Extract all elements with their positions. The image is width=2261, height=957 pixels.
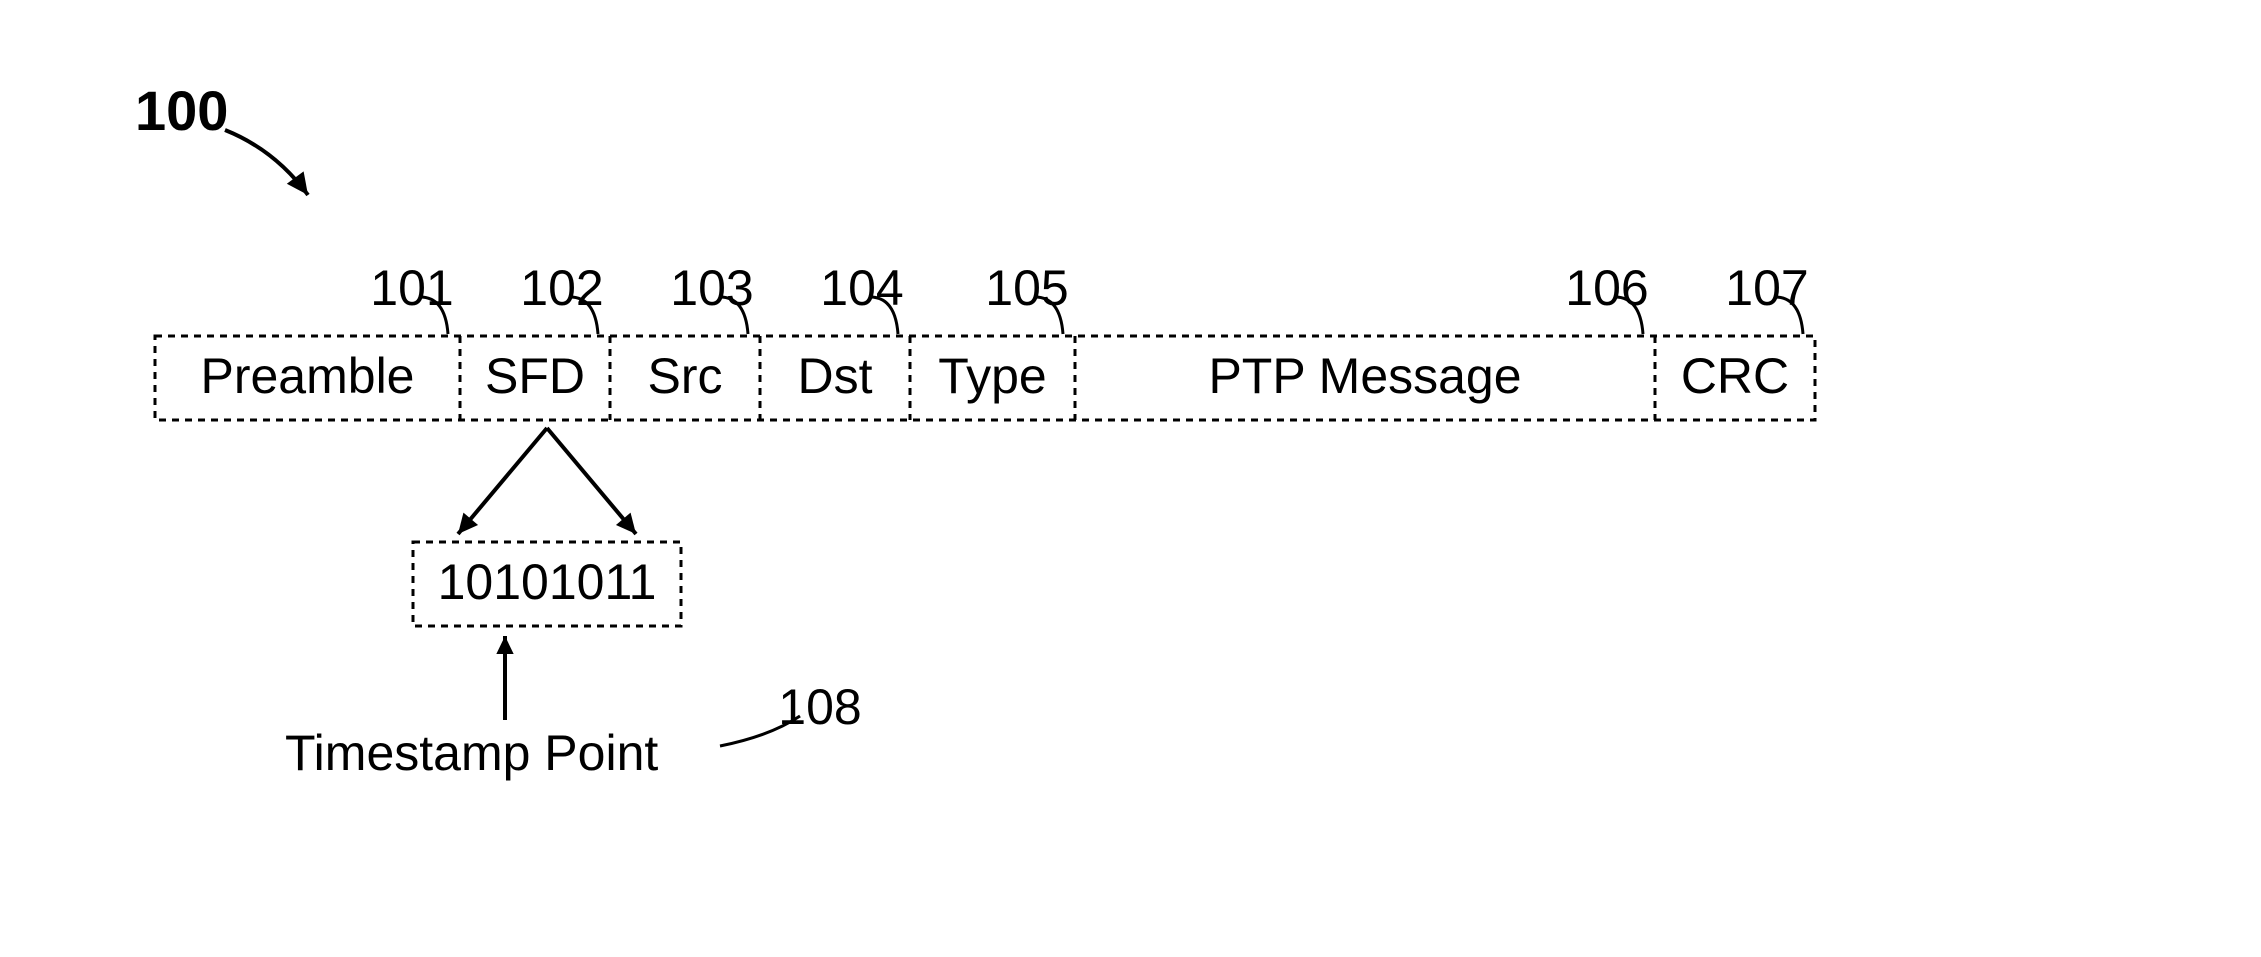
sfd-bits: 10101011 — [438, 554, 657, 610]
frame-cell-dst: Dst — [798, 348, 873, 404]
frame-cell-sfd: SFD — [485, 348, 585, 404]
frame-cell-ptp: PTP Message — [1208, 348, 1521, 404]
frame-cell-src: Src — [648, 348, 723, 404]
frame-cell-type: Type — [938, 348, 1046, 404]
ref-label-108: 108 — [778, 679, 861, 735]
frame-cell-preamble: Preamble — [201, 348, 415, 404]
timestamp-label: Timestamp Point — [285, 725, 658, 781]
frame-diagram: 100Preamble101SFD102Src103Dst104Type105P… — [0, 0, 2261, 957]
frame-cell-crc: CRC — [1681, 348, 1789, 404]
sfd-arrow-left — [458, 428, 547, 534]
sfd-arrow-right — [547, 428, 636, 534]
figure-ref-main: 100 — [135, 79, 228, 142]
